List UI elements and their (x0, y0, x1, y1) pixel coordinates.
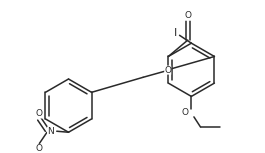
Text: O: O (36, 144, 43, 153)
Text: I: I (174, 28, 178, 38)
Text: O: O (36, 109, 43, 118)
Text: N: N (47, 127, 54, 136)
Text: O: O (164, 66, 171, 75)
Text: O: O (184, 11, 191, 20)
Text: O: O (181, 108, 188, 117)
